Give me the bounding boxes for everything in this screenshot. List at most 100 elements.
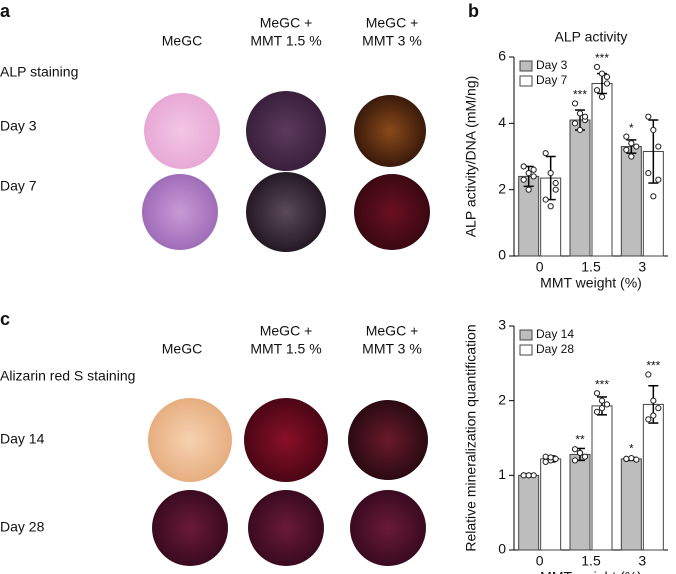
chart-title: ALP activity	[555, 29, 628, 45]
staining-label: Alizarin red S staining	[0, 368, 135, 384]
photo	[348, 400, 428, 480]
y-axis-label: ALP activity/DNA (mM/ng)	[463, 76, 479, 238]
data-point	[650, 126, 657, 134]
data-point	[623, 146, 630, 153]
x-axis-label: MMT weight (%)	[540, 569, 642, 574]
y-tick-label: 1	[498, 466, 506, 482]
bar	[620, 458, 642, 551]
y-tick-label: 3	[498, 317, 506, 333]
significance: ***	[595, 51, 609, 65]
data-point	[547, 203, 554, 210]
panel-letter: c	[0, 309, 10, 329]
bar	[591, 405, 613, 551]
data-point	[623, 133, 630, 140]
row-label: Day 14	[0, 431, 45, 447]
data-point	[603, 80, 611, 87]
legend-label: Day 3	[536, 58, 568, 72]
legend-swatch	[519, 60, 533, 72]
photo	[144, 93, 220, 169]
data-point	[645, 113, 652, 120]
significance: ***	[595, 377, 609, 391]
data-point	[628, 153, 635, 160]
x-axis-label: MMT weight (%)	[540, 275, 642, 291]
data-point	[520, 176, 527, 183]
data-point	[645, 169, 652, 177]
staining-label: ALP staining	[0, 64, 78, 80]
data-point	[530, 472, 537, 479]
column-header: MeGC +	[366, 323, 419, 339]
panel-letter: b	[468, 1, 479, 21]
data-point	[530, 166, 537, 173]
y-tick-label: 2	[498, 180, 506, 196]
column-header: MeGC	[162, 341, 202, 357]
data-point	[633, 456, 640, 463]
column-header: MMT 3 %	[362, 33, 422, 49]
data-point	[598, 70, 606, 77]
photos	[142, 91, 430, 566]
data-point	[525, 472, 532, 479]
photo	[148, 398, 232, 482]
data-point	[603, 73, 611, 81]
data-point	[576, 110, 584, 117]
bar	[642, 403, 664, 551]
significance: ***	[646, 359, 660, 373]
data-point	[603, 401, 611, 408]
column-header: MMT 3 %	[362, 341, 422, 357]
y-tick-label: 0	[498, 541, 506, 557]
x-tick-label: 1.5	[581, 553, 601, 569]
data-point	[650, 412, 657, 419]
data-point	[571, 100, 579, 107]
data-point	[547, 169, 554, 177]
legend-label: Day 14	[536, 327, 574, 341]
bar	[620, 146, 642, 257]
x-tick-label: 3	[638, 259, 646, 275]
data-point	[525, 186, 532, 193]
data-point	[593, 390, 601, 397]
y-tick-label: 2	[498, 391, 506, 407]
photo	[246, 172, 326, 252]
data-point	[542, 458, 549, 465]
data-point	[520, 472, 527, 479]
bar	[569, 453, 591, 551]
data-point	[628, 140, 635, 147]
data-point	[655, 143, 662, 150]
bar	[569, 119, 591, 257]
data-point	[593, 408, 601, 415]
bar	[518, 474, 540, 551]
legend-swatch	[519, 344, 533, 356]
legend-swatch	[519, 329, 533, 341]
photo	[248, 490, 324, 566]
bar	[540, 458, 562, 551]
data-point	[576, 126, 584, 134]
data-point	[593, 63, 601, 71]
data-point	[552, 455, 559, 463]
data-point	[581, 113, 589, 120]
photo	[152, 490, 228, 566]
significance: *	[629, 121, 634, 135]
data-point	[650, 193, 657, 200]
data-point	[645, 371, 652, 378]
column-header: MeGC +	[260, 15, 313, 31]
column-header: MMT 1.5 %	[250, 341, 321, 357]
data-point	[598, 93, 606, 100]
row-label: Day 28	[0, 519, 45, 535]
data-point	[571, 120, 579, 127]
significance: ***	[573, 88, 587, 102]
significance: **	[575, 433, 585, 447]
data-point	[628, 455, 635, 462]
photo	[350, 490, 426, 566]
y-axis-label: Relative mineralization quantification	[463, 324, 479, 551]
data-point	[547, 454, 554, 461]
significance: *	[629, 442, 634, 456]
data-point	[530, 173, 537, 180]
row-label: Day 7	[0, 178, 37, 194]
data-point	[571, 446, 579, 453]
data-point	[655, 405, 662, 412]
photo	[142, 174, 218, 250]
data-point	[650, 397, 657, 404]
panel-letter: a	[0, 1, 11, 21]
photo	[246, 91, 326, 171]
data-point	[593, 87, 601, 94]
data-point	[576, 449, 584, 457]
column-header: MMT 1.5 %	[250, 33, 321, 49]
